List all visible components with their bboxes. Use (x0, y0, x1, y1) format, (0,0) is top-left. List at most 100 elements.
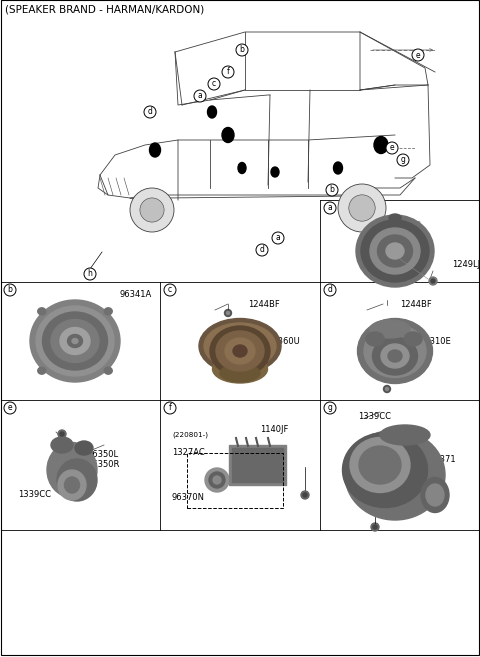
Ellipse shape (233, 345, 247, 357)
Ellipse shape (345, 430, 445, 520)
Ellipse shape (210, 326, 270, 376)
Circle shape (429, 277, 437, 285)
Circle shape (338, 184, 386, 232)
Ellipse shape (38, 307, 46, 315)
Text: d: d (260, 246, 264, 254)
Circle shape (384, 386, 391, 392)
Ellipse shape (404, 332, 422, 346)
Text: 96331A: 96331A (379, 218, 411, 227)
Ellipse shape (222, 127, 234, 143)
Circle shape (213, 476, 221, 484)
Ellipse shape (36, 306, 114, 376)
Ellipse shape (359, 446, 401, 484)
Text: d: d (147, 108, 153, 116)
Text: d: d (327, 286, 333, 294)
Text: g: g (401, 156, 406, 164)
Ellipse shape (104, 367, 112, 374)
Ellipse shape (358, 319, 432, 384)
Ellipse shape (389, 214, 401, 222)
Text: 1327AC: 1327AC (172, 448, 205, 457)
Circle shape (84, 268, 96, 280)
Circle shape (209, 472, 225, 488)
Text: e: e (8, 403, 12, 413)
Text: (220801-): (220801-) (172, 432, 208, 438)
Ellipse shape (60, 327, 90, 355)
Circle shape (431, 279, 435, 283)
Text: a: a (198, 91, 203, 101)
Ellipse shape (204, 323, 276, 369)
Ellipse shape (380, 425, 430, 445)
Text: 1339CC: 1339CC (18, 490, 51, 499)
Ellipse shape (213, 355, 267, 383)
Text: b: b (330, 185, 335, 194)
Ellipse shape (43, 312, 108, 370)
Text: 96360U: 96360U (268, 337, 301, 346)
Circle shape (140, 198, 164, 222)
Text: e: e (390, 143, 394, 152)
Circle shape (144, 106, 156, 118)
Ellipse shape (75, 441, 93, 455)
Circle shape (236, 44, 248, 56)
Circle shape (227, 311, 229, 315)
Ellipse shape (366, 332, 384, 346)
Circle shape (385, 388, 388, 390)
Circle shape (4, 402, 16, 414)
Text: b: b (240, 45, 244, 55)
Text: g: g (327, 403, 333, 413)
Ellipse shape (30, 300, 120, 382)
Ellipse shape (356, 215, 434, 287)
Ellipse shape (381, 344, 409, 368)
Circle shape (205, 468, 229, 492)
Circle shape (256, 244, 268, 256)
Circle shape (208, 78, 220, 90)
Ellipse shape (51, 319, 99, 363)
Circle shape (371, 523, 379, 531)
Text: h: h (87, 269, 93, 279)
Text: 1249LJ: 1249LJ (452, 260, 480, 269)
Text: c: c (168, 286, 172, 294)
Ellipse shape (64, 477, 80, 493)
Ellipse shape (388, 350, 402, 362)
Circle shape (58, 430, 66, 438)
Text: c: c (212, 79, 216, 89)
Ellipse shape (38, 367, 46, 374)
Circle shape (386, 142, 398, 154)
Ellipse shape (372, 337, 418, 375)
FancyBboxPatch shape (229, 445, 286, 485)
FancyBboxPatch shape (232, 448, 283, 482)
Ellipse shape (57, 459, 97, 501)
Ellipse shape (51, 437, 73, 453)
Ellipse shape (361, 220, 429, 282)
Ellipse shape (207, 106, 216, 118)
Text: 96341A: 96341A (120, 290, 152, 299)
Text: 1244BF: 1244BF (248, 300, 280, 309)
Circle shape (222, 66, 234, 78)
Text: e: e (416, 51, 420, 60)
Text: f: f (168, 403, 171, 413)
Text: 96350L: 96350L (88, 450, 119, 459)
Text: a: a (276, 233, 280, 242)
Ellipse shape (421, 478, 449, 512)
Ellipse shape (225, 338, 255, 364)
Ellipse shape (216, 331, 264, 371)
Text: 96310E: 96310E (420, 337, 452, 346)
Circle shape (324, 402, 336, 414)
Circle shape (272, 232, 284, 244)
Ellipse shape (68, 334, 83, 348)
Ellipse shape (104, 307, 112, 315)
Circle shape (412, 49, 424, 61)
Text: a: a (328, 204, 332, 212)
Ellipse shape (238, 162, 246, 173)
Ellipse shape (271, 167, 279, 177)
Circle shape (164, 402, 176, 414)
Circle shape (164, 284, 176, 296)
Ellipse shape (386, 243, 404, 259)
Ellipse shape (350, 438, 410, 493)
Ellipse shape (370, 320, 410, 338)
Circle shape (397, 154, 409, 166)
Circle shape (60, 432, 64, 436)
Circle shape (4, 284, 16, 296)
Circle shape (326, 184, 338, 196)
Text: 96371: 96371 (430, 455, 456, 464)
Ellipse shape (72, 338, 78, 344)
